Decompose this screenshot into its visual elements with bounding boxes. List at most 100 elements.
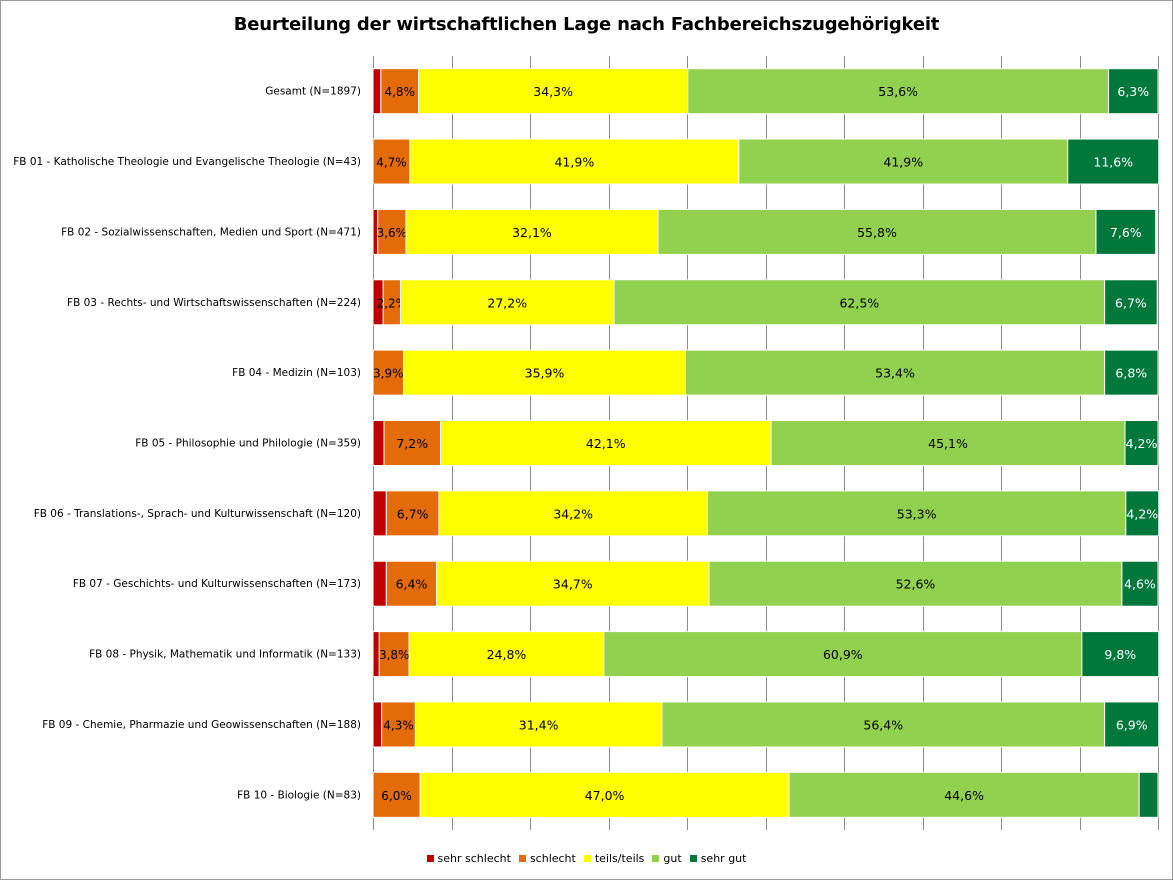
data-label: 4,2% [1126, 436, 1158, 451]
data-label: 6,7% [1115, 295, 1147, 310]
bar-segment [403, 349, 686, 396]
legend-swatch [426, 855, 434, 862]
bar-segment [372, 349, 405, 396]
data-label: 41,9% [883, 155, 923, 170]
bar-segment [372, 68, 382, 115]
data-label: 55,8% [857, 225, 897, 240]
data-label: 42,1% [586, 436, 626, 451]
chart-title: Beurteilung der wirtschaftlichen Lage na… [233, 14, 940, 35]
chart-legend: sehr schlecht schlecht teils/teils gut sehr … [1, 852, 1172, 865]
legend-item: sehr gut [689, 852, 747, 865]
bar-segment [684, 349, 1106, 396]
bar-segment [1104, 701, 1160, 748]
category-label: FB 07 - Geschichts- und Kulturwissenscha… [73, 578, 361, 590]
data-label: 11,6% [1093, 155, 1133, 170]
bar-segment [1138, 771, 1159, 818]
bar-segment [708, 560, 1123, 607]
data-label: 44,6% [944, 788, 984, 803]
data-label: 3,9% [373, 367, 404, 381]
data-label: 7,6% [1110, 225, 1142, 240]
bar-segment [418, 68, 689, 115]
bar-segment [613, 279, 1106, 326]
legend-label: gut [663, 852, 682, 865]
data-label: 53,3% [897, 506, 937, 521]
data-label: 4,2% [1126, 506, 1158, 521]
category-label: FB 05 - Philosophie und Philologie (N=35… [135, 438, 361, 450]
bar-segment [383, 420, 442, 466]
bar-segment [770, 420, 1126, 466]
bar-segment [381, 701, 416, 748]
data-label: 34,3% [533, 84, 573, 99]
category-label: FB 04 - Medizin (N=103) [232, 367, 361, 379]
bar-segment [661, 701, 1106, 748]
category-label: FB 08 - Physik, Mathematik und Informati… [89, 649, 361, 661]
bar-segment [372, 138, 411, 185]
data-label: 31,4% [519, 717, 559, 732]
data-label: 62,5% [839, 295, 879, 310]
data-label: 4,8% [384, 85, 415, 99]
bar-segment [378, 631, 410, 678]
legend-swatch [652, 855, 660, 862]
legend-label: sehr schlecht [437, 852, 511, 865]
legend-item: schlecht [518, 852, 576, 865]
data-label: 2,2% [377, 296, 408, 310]
category-label: FB 10 - Biologie (N=83) [237, 789, 361, 801]
data-label: 6,8% [1115, 366, 1147, 381]
bar-segment [419, 771, 790, 818]
data-label: 6,7% [397, 506, 429, 521]
data-label: 53,6% [878, 84, 918, 99]
bar-segment [603, 631, 1083, 678]
data-label: 7,2% [396, 436, 428, 451]
data-label: 34,2% [553, 506, 593, 521]
category-label: FB 03 - Rechts- und Wirtschaftswissensch… [67, 297, 361, 309]
bar-segment [1124, 420, 1159, 466]
data-label: 32,1% [512, 225, 552, 240]
legend-swatch [518, 855, 526, 862]
data-label: 4,3% [383, 718, 414, 732]
data-label: 56,4% [863, 717, 903, 732]
data-label: 4,6% [1124, 577, 1156, 592]
data-label: 6,4% [396, 577, 428, 592]
bar-segment [1121, 560, 1159, 607]
bar-segment [1081, 631, 1160, 678]
data-label: 6,3% [1117, 84, 1149, 99]
bar-segment [788, 771, 1140, 818]
bar-segment [372, 560, 387, 607]
bar-segment [414, 701, 663, 748]
bar-segment [1095, 208, 1157, 255]
bar-segment [385, 490, 440, 537]
data-label: 60,9% [823, 647, 863, 662]
data-label: 47,0% [585, 788, 625, 803]
legend-item: gut [652, 852, 682, 865]
data-label: 34,7% [553, 577, 593, 592]
legend-swatch [583, 855, 591, 862]
bar-segment [657, 208, 1097, 255]
bar-segment [1067, 138, 1160, 185]
bar-segment [1125, 490, 1160, 537]
bar-segment [372, 701, 383, 748]
legend-item: teils/teils [583, 852, 644, 865]
data-label: 3,8% [379, 648, 410, 662]
category-label: Gesamt (N=1897) [265, 86, 361, 98]
bar-segment [372, 490, 387, 537]
data-label: 27,2% [487, 295, 527, 310]
data-label: 6,0% [381, 789, 412, 803]
data-label: 9,8% [1104, 647, 1136, 662]
bar-segment [687, 68, 1110, 115]
bar-segment [1104, 279, 1158, 326]
data-label: 3,6% [377, 226, 408, 240]
data-label: 45,1% [928, 436, 968, 451]
bar-segment [380, 68, 420, 115]
legend-label: sehr gut [700, 852, 747, 865]
bar-segment [706, 490, 1127, 537]
legend-item: sehr schlecht [426, 852, 511, 865]
data-label: 24,8% [487, 647, 527, 662]
bar-segment [372, 420, 385, 466]
data-label: 4,7% [376, 156, 407, 170]
category-label: FB 09 - Chemie, Pharmazie und Geowissens… [42, 719, 361, 731]
bar-segment [405, 208, 659, 255]
data-label: 35,9% [525, 366, 565, 381]
bar-segment [1104, 349, 1159, 396]
